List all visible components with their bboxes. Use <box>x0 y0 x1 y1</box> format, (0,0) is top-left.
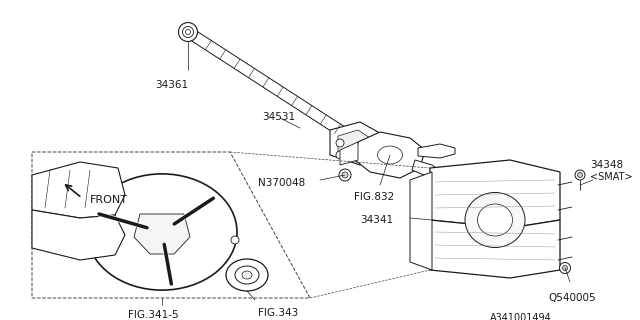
Text: 34361: 34361 <box>155 80 188 90</box>
Circle shape <box>559 262 570 274</box>
Circle shape <box>154 224 170 240</box>
Text: FRONT: FRONT <box>90 195 128 205</box>
Circle shape <box>336 139 344 147</box>
Circle shape <box>342 172 348 178</box>
Polygon shape <box>185 28 361 147</box>
Circle shape <box>182 27 193 37</box>
Polygon shape <box>412 160 442 178</box>
Text: FIG.341-5: FIG.341-5 <box>128 310 179 320</box>
Ellipse shape <box>226 259 268 291</box>
Text: A341001494: A341001494 <box>490 313 552 320</box>
Text: Q540005: Q540005 <box>548 293 596 303</box>
Circle shape <box>577 172 582 178</box>
Circle shape <box>146 216 178 248</box>
Text: <SMAT>: <SMAT> <box>590 172 632 182</box>
Polygon shape <box>340 142 358 165</box>
Ellipse shape <box>477 204 513 236</box>
Text: 34348: 34348 <box>590 160 623 170</box>
Circle shape <box>575 170 585 180</box>
Polygon shape <box>418 144 455 158</box>
Polygon shape <box>134 214 190 254</box>
Ellipse shape <box>87 174 237 290</box>
Ellipse shape <box>235 266 259 284</box>
Circle shape <box>179 22 198 42</box>
Text: FIG.832: FIG.832 <box>354 192 394 202</box>
Circle shape <box>159 229 165 235</box>
Polygon shape <box>430 220 560 278</box>
Text: FIG.343: FIG.343 <box>258 308 298 318</box>
Text: 34531: 34531 <box>262 112 295 122</box>
Circle shape <box>339 169 351 181</box>
Ellipse shape <box>378 146 403 164</box>
Circle shape <box>563 266 568 270</box>
Circle shape <box>336 151 344 159</box>
Polygon shape <box>410 172 432 270</box>
Text: N370048: N370048 <box>258 178 305 188</box>
Polygon shape <box>430 160 560 228</box>
Polygon shape <box>330 122 378 165</box>
Circle shape <box>231 236 239 244</box>
Polygon shape <box>32 210 125 260</box>
Ellipse shape <box>242 271 252 279</box>
Polygon shape <box>338 130 370 158</box>
Polygon shape <box>32 162 125 218</box>
Text: 34341: 34341 <box>360 215 393 225</box>
Ellipse shape <box>465 193 525 247</box>
Circle shape <box>186 29 191 35</box>
Polygon shape <box>355 132 425 178</box>
